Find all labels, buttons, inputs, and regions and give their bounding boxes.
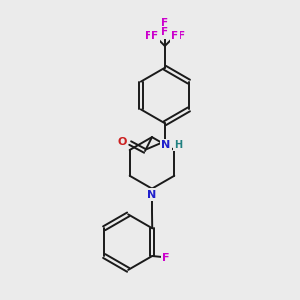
Text: F: F: [161, 27, 168, 37]
Text: O: O: [118, 137, 127, 147]
Text: F: F: [178, 31, 185, 41]
Text: F: F: [145, 31, 152, 41]
Text: N: N: [161, 140, 170, 150]
Text: F: F: [162, 253, 170, 263]
Text: F: F: [152, 31, 159, 41]
Text: F: F: [171, 31, 178, 41]
Text: F: F: [161, 18, 168, 28]
Text: N: N: [147, 190, 157, 200]
Text: H: H: [174, 140, 182, 150]
